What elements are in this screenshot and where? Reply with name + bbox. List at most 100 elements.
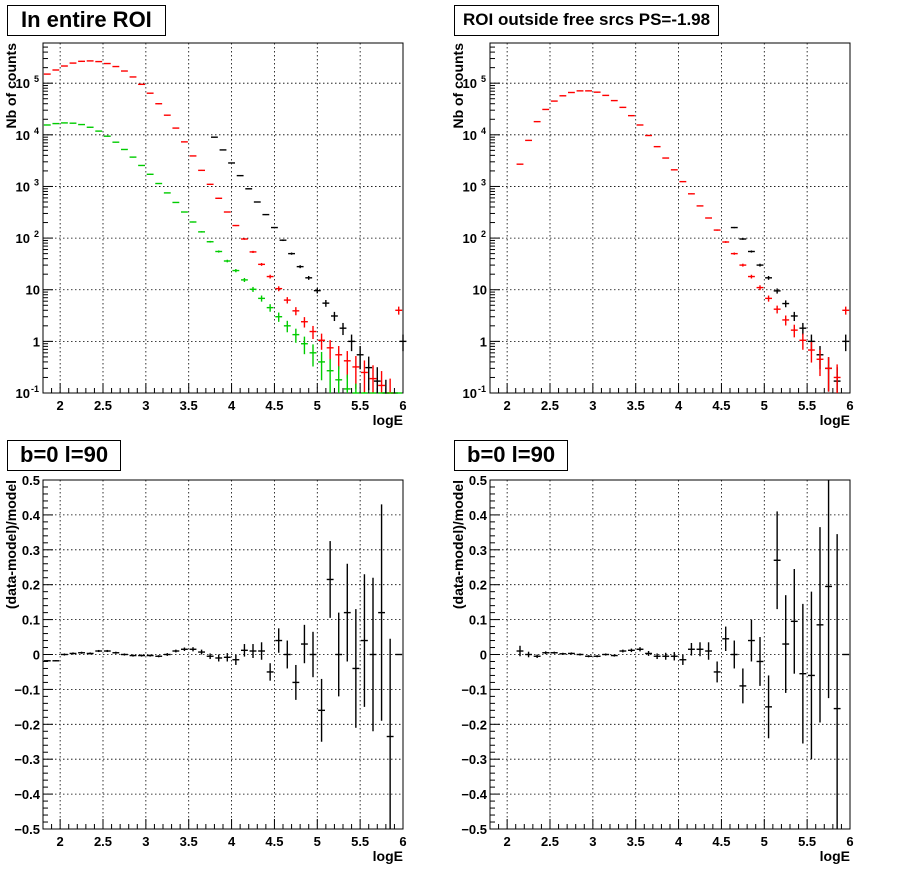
y-tick-label: 0.1 (469, 613, 487, 628)
data-point (568, 652, 575, 655)
x-tick-label: 5 (314, 398, 321, 413)
y-tick-label: 10 (463, 179, 477, 194)
data-point (825, 480, 832, 699)
grid (43, 479, 404, 830)
y-tick-label: −0.2 (14, 717, 40, 732)
data-point (730, 640, 738, 669)
data-point (215, 654, 223, 662)
panel-4: 2 2.5 3 3.5 4 4.5 5 5.5 6 −0.5 −0.4 −0.3 −0.2 −0.1 0 0.… (450, 473, 854, 864)
data-point (138, 83, 145, 86)
series-model (516, 90, 850, 393)
data-point (610, 99, 618, 102)
y-tick-label: −0.1 (14, 682, 40, 697)
data-point (69, 62, 77, 64)
data-point (748, 619, 755, 662)
data-point (275, 286, 283, 292)
data-point (78, 123, 85, 126)
x-tick-label: 3 (142, 834, 149, 849)
data-point (69, 122, 77, 124)
x-tick-label: 3 (589, 834, 596, 849)
data-point (189, 221, 197, 223)
data-point (95, 649, 103, 653)
x-tick-label: 4.5 (265, 834, 283, 849)
data-point (722, 626, 730, 652)
data-point (765, 295, 772, 302)
y-tick-label: 0.4 (22, 508, 41, 523)
x-tick-label: 5.5 (351, 834, 369, 849)
data-point (326, 541, 334, 618)
x-tick-label: 3.5 (180, 398, 198, 413)
data-point (318, 333, 325, 350)
data-point (266, 304, 274, 312)
data-point (189, 155, 197, 157)
data-point (645, 134, 652, 137)
data-point (550, 100, 558, 102)
y-tick-label: 0.3 (22, 543, 40, 558)
series-component (43, 122, 403, 394)
x-tick-label: 2 (57, 834, 64, 849)
data-point (271, 226, 278, 229)
data-point (653, 653, 661, 660)
data-point (206, 653, 214, 660)
x-axis-label: logE (373, 848, 403, 864)
data-point (223, 211, 231, 213)
data-point (369, 365, 377, 393)
data-point (249, 286, 257, 292)
grid (490, 43, 851, 394)
data-point (628, 114, 635, 117)
data-point (283, 320, 291, 333)
data-point (172, 649, 180, 653)
data-point (198, 649, 205, 655)
data-point (112, 651, 120, 654)
data-point (163, 114, 171, 116)
data-point (756, 285, 764, 291)
data-point (730, 252, 738, 255)
x-tick-label: 5 (761, 398, 768, 413)
data-point (241, 644, 248, 657)
data-point (773, 288, 781, 294)
y-tick-label: 0 (480, 648, 487, 663)
data-point (215, 250, 223, 253)
data-point (378, 504, 385, 721)
y-tick-label: 10 (26, 283, 40, 298)
data-point (679, 180, 687, 183)
data-point (765, 275, 772, 280)
data-point (121, 148, 128, 151)
y-tick-label: 0.3 (469, 543, 487, 558)
x-tick-label: 4 (228, 834, 236, 849)
data-point (585, 655, 592, 658)
data-point (705, 642, 712, 660)
data-point (576, 653, 584, 656)
data-point (679, 654, 687, 665)
x-tick-label: 3.5 (627, 398, 645, 413)
data-point (619, 649, 627, 653)
x-tick-label: 4.5 (265, 398, 283, 413)
data-point (283, 297, 291, 304)
y-tick-label-exponent: 5 (34, 74, 39, 84)
data-point (773, 305, 781, 314)
data-point (756, 637, 764, 686)
y-tick-label-exponent: 3 (34, 177, 39, 187)
x-tick-label: 3 (142, 398, 149, 413)
x-tick-label: 3.5 (627, 834, 645, 849)
data-point (95, 60, 103, 63)
data-point (266, 274, 274, 279)
data-point (245, 188, 253, 190)
data-point (773, 511, 781, 610)
ticks (489, 479, 851, 830)
y-tick-label: −0.3 (14, 752, 40, 767)
y-tick-label: 0.5 (469, 473, 487, 488)
data-point (266, 663, 274, 681)
x-tick-label: 4.5 (712, 834, 730, 849)
y-tick-label: −0.1 (461, 682, 487, 697)
data-point (181, 211, 188, 213)
data-point (343, 351, 351, 379)
data-point (146, 92, 154, 94)
grid (43, 43, 404, 394)
data-point (206, 183, 214, 186)
data-point (525, 139, 532, 142)
y-tick-label: −0.5 (14, 822, 40, 837)
data-point (369, 577, 377, 732)
